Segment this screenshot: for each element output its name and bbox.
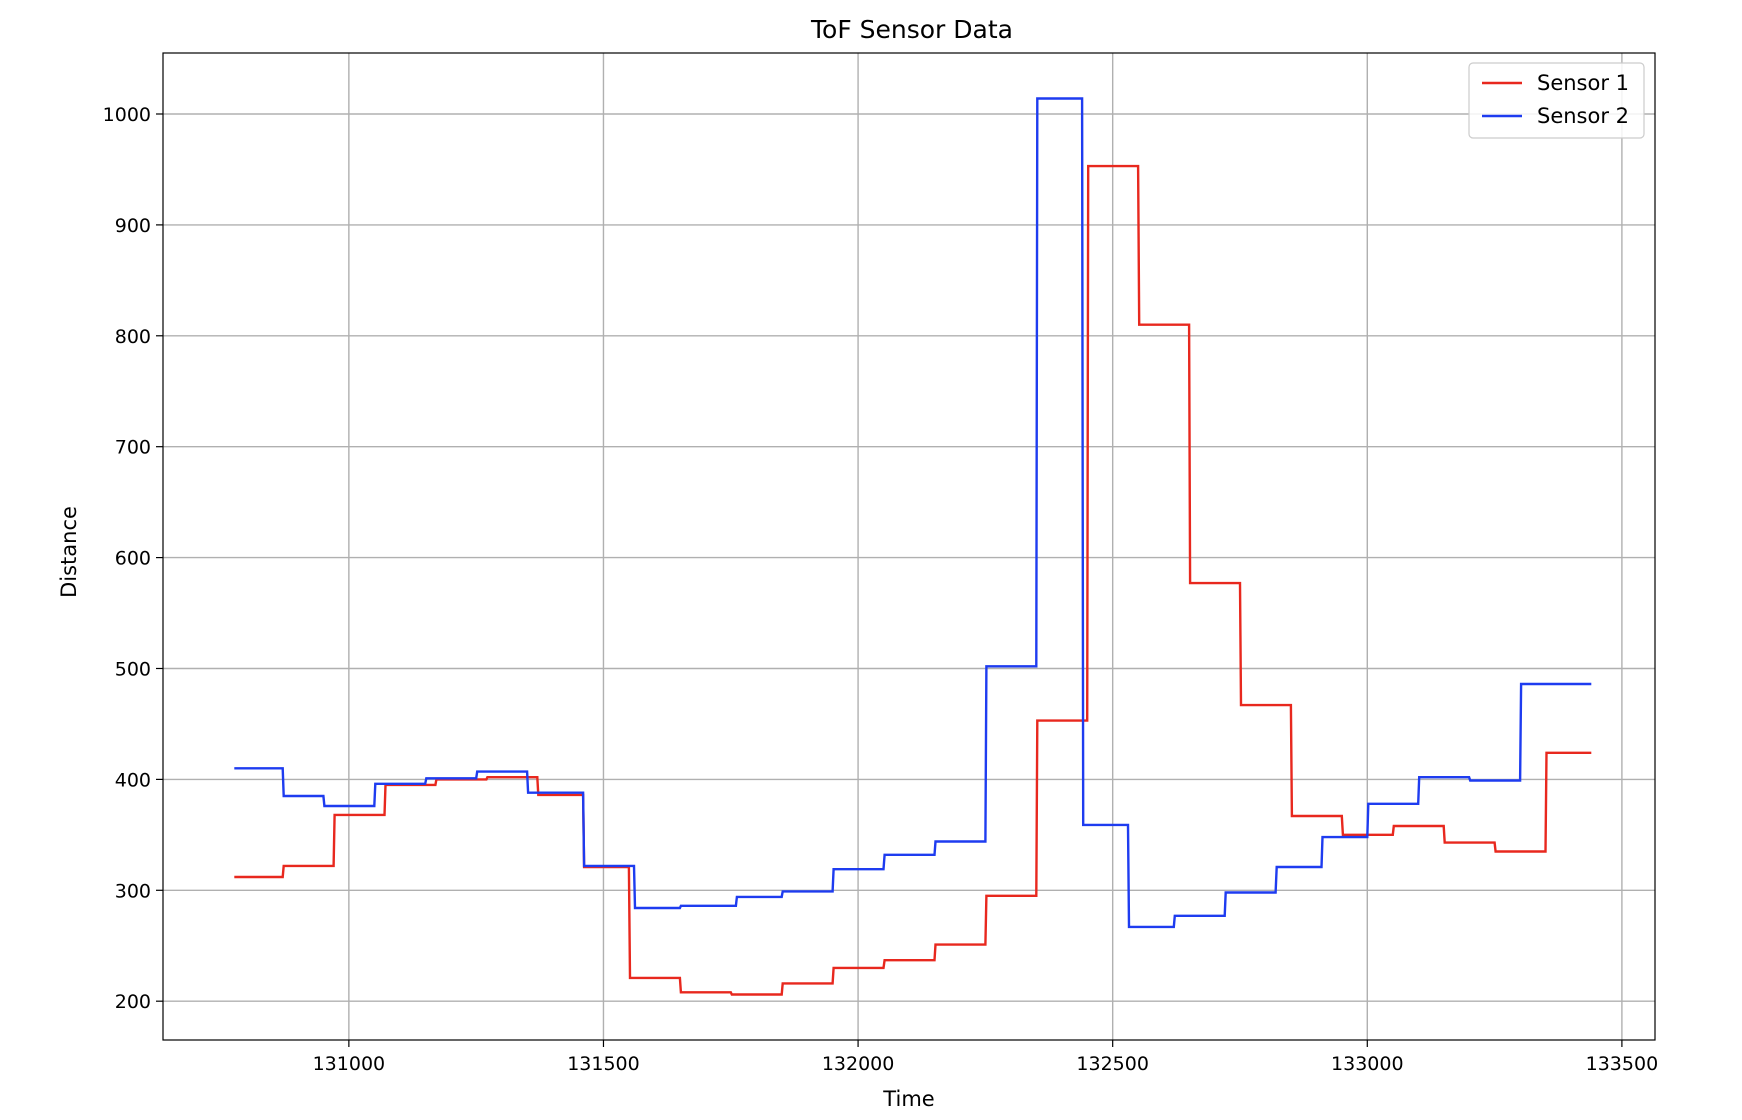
x-tick-label: 133500 [1586,1053,1659,1075]
x-axis-label: Time [882,1087,934,1111]
series-layer [234,97,1592,996]
legend-label-sensor-2: Sensor 2 [1537,104,1629,128]
y-tick-label: 400 [115,769,151,791]
y-tick-label: 600 [115,548,151,570]
grid [163,53,1655,1040]
y-axis-label: Distance [57,506,81,598]
y-tick-label: 900 [115,215,151,237]
x-tick-label: 132500 [1076,1053,1149,1075]
legend-label-sensor-1: Sensor 1 [1537,71,1629,95]
y-tick-label: 300 [115,880,151,902]
legend: Sensor 1 Sensor 2 [1468,62,1645,139]
y-tick-label: 700 [115,437,151,459]
x-tick-label: 133000 [1331,1053,1404,1075]
y-tick-label: 1000 [103,104,151,126]
chart-title: ToF Sensor Data [810,15,1013,44]
plot-frame [162,52,1656,1041]
legend-box [1468,62,1645,139]
y-tick-label: 800 [115,326,151,348]
y-tick-label: 500 [115,658,151,680]
series-line-sensor-1 [234,164,1592,996]
series-line-sensor-2 [234,97,1592,929]
x-tick-label: 132000 [822,1053,895,1075]
y-tick-label: 200 [115,991,151,1013]
x-tick-label: 131500 [567,1053,640,1075]
x-axis: 131000 131500 132000 132500 133000 133500 [313,1040,1659,1075]
x-tick-label: 131000 [313,1053,386,1075]
y-axis: 200 300 400 500 600 700 800 900 1000 [103,104,163,1013]
